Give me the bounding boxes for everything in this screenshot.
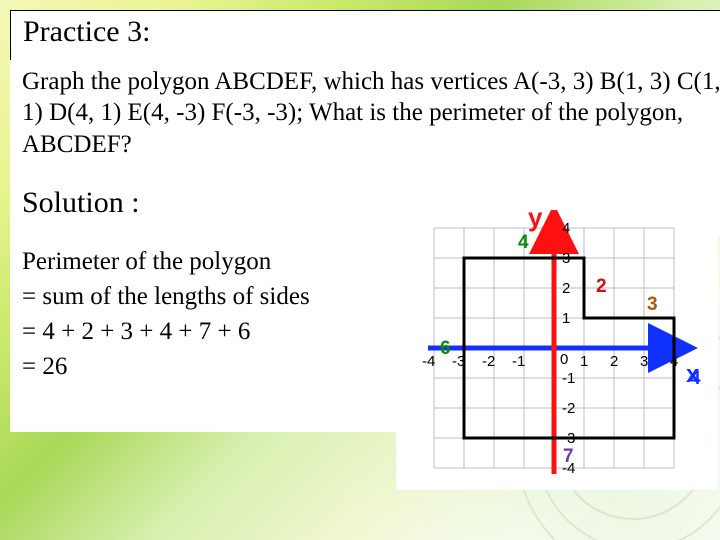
- svg-text:y: y: [528, 210, 543, 232]
- svg-text:x: x: [686, 361, 700, 388]
- svg-text:-2: -2: [562, 400, 575, 417]
- svg-text:2: 2: [610, 353, 618, 370]
- solution-line: = 4 + 2 + 3 + 4 + 7 + 6: [22, 314, 402, 349]
- svg-text:-1: -1: [512, 353, 525, 370]
- svg-text:1: 1: [562, 310, 570, 327]
- svg-text:6: 6: [440, 338, 451, 359]
- solution-line: = sum of the lengths of sides: [22, 279, 402, 314]
- svg-text:2: 2: [562, 280, 570, 297]
- svg-text:-2: -2: [482, 353, 495, 370]
- svg-text:3: 3: [647, 294, 658, 315]
- solution-line: Perimeter of the polygon: [22, 244, 402, 279]
- solution-line: = 26: [22, 349, 402, 384]
- svg-text:4: 4: [518, 232, 529, 253]
- svg-text:-1: -1: [562, 370, 575, 387]
- problem-statement: Graph the polygon ABCDEF, which has vert…: [10, 60, 720, 190]
- svg-text:7: 7: [563, 446, 574, 467]
- svg-text:4: 4: [562, 220, 570, 237]
- svg-text:1: 1: [580, 353, 588, 370]
- slide: Practice 3: Graph the polygon ABCDEF, wh…: [0, 0, 720, 540]
- svg-text:-4: -4: [422, 353, 435, 370]
- polygon-graph: -4-3-2-101234-4-3-2-11234423476xy: [396, 210, 718, 490]
- svg-text:0: 0: [560, 351, 568, 368]
- solution-text: Perimeter of the polygon = sum of the le…: [10, 236, 414, 432]
- svg-text:2: 2: [596, 276, 607, 297]
- svg-text:3: 3: [640, 353, 648, 370]
